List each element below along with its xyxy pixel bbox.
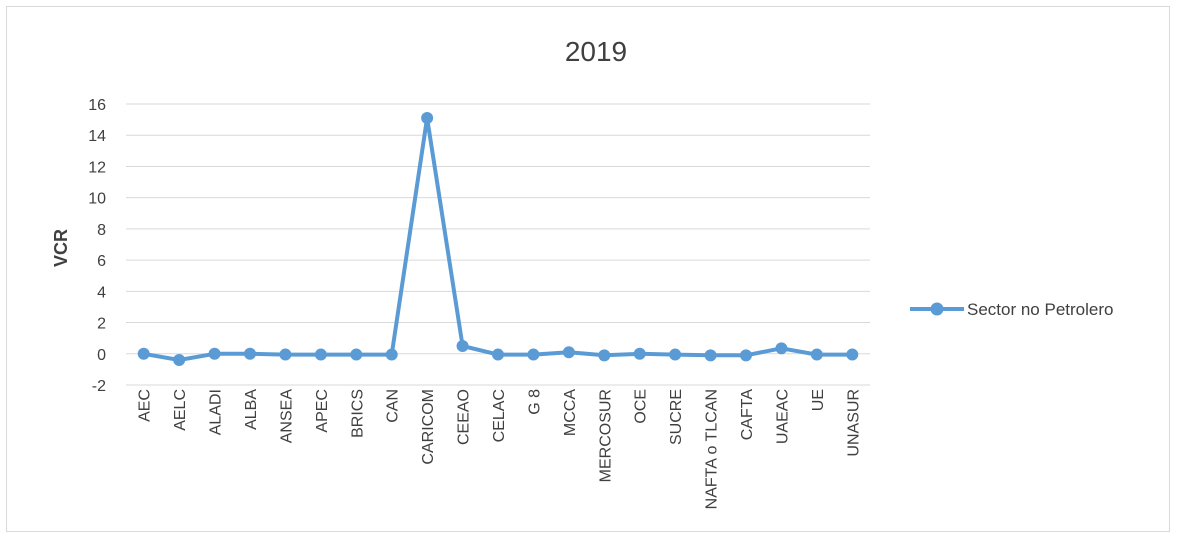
x-tick-label: UNASUR <box>845 389 862 457</box>
x-tick-label: BRICS <box>349 389 366 438</box>
series-line <box>143 116 853 362</box>
data-point <box>173 354 186 367</box>
y-tick-label: 6 <box>97 253 106 270</box>
chart-frame <box>6 6 1170 532</box>
data-point <box>669 348 682 361</box>
x-tick-label: CEEAO <box>456 389 473 445</box>
x-tick-label: CARICOM <box>420 389 437 465</box>
data-point <box>456 339 469 352</box>
y-tick-labels: -2 0 2 4 6 8 10 12 14 16 <box>88 97 106 395</box>
x-tick-label: ALADI <box>208 389 225 435</box>
gridlines <box>126 103 870 386</box>
y-tick-label: 8 <box>97 222 106 239</box>
x-tick-label: AEC <box>137 389 154 422</box>
x-tick-label: CAN <box>385 389 402 423</box>
data-point <box>846 348 859 361</box>
x-tick-label: ALBA <box>243 389 260 430</box>
data-point <box>740 349 752 362</box>
y-axis-label: VCR <box>51 229 71 267</box>
x-tick-label: CELAC <box>491 389 508 442</box>
x-tick-label: CAFTA <box>739 389 756 441</box>
data-point <box>350 348 363 361</box>
x-tick-label: NAFTA o TLCAN <box>704 389 721 509</box>
data-point <box>527 348 540 361</box>
y-tick-label: 16 <box>88 97 106 114</box>
y-tick-label: -2 <box>92 378 106 395</box>
data-point <box>137 347 150 360</box>
data-point <box>385 348 398 361</box>
x-tick-labels: AEC AELC ALADI ALBA ANSEA APEC BRICS CAN CARICOM… <box>137 389 863 510</box>
data-point <box>775 342 788 355</box>
series-group <box>137 112 859 367</box>
y-tick-label: 4 <box>97 284 106 301</box>
data-point <box>421 112 434 125</box>
x-tick-label: ANSEA <box>278 389 295 444</box>
data-point <box>208 347 221 360</box>
chart-title: 2019 <box>565 36 627 67</box>
data-point <box>562 346 575 359</box>
legend: Sector no Petrolero <box>910 300 1113 319</box>
y-tick-label: 0 <box>97 347 106 364</box>
data-point <box>633 347 646 360</box>
data-point <box>810 348 823 361</box>
x-tick-label: UAEAC <box>774 389 791 444</box>
x-tick-label: UE <box>810 389 827 411</box>
x-tick-label: APEC <box>314 389 331 433</box>
data-point <box>704 349 717 362</box>
data-point <box>314 348 327 361</box>
data-point <box>279 348 292 361</box>
x-tick-label: OCE <box>633 389 650 424</box>
y-tick-label: 10 <box>88 191 106 208</box>
data-point <box>598 349 611 362</box>
legend-label: Sector no Petrolero <box>967 300 1113 319</box>
x-tick-label: MERCOSUR <box>597 389 614 482</box>
x-tick-label: SUCRE <box>668 389 685 445</box>
x-tick-label: G 8 <box>526 389 543 415</box>
legend-point-marker <box>930 302 944 316</box>
data-point <box>244 347 256 360</box>
y-tick-label: 14 <box>88 128 106 145</box>
y-tick-label: 2 <box>97 316 106 333</box>
x-tick-label: MCCA <box>562 389 579 436</box>
x-tick-label: AELC <box>172 389 189 431</box>
y-tick-label: 12 <box>88 159 106 176</box>
data-point <box>492 348 504 361</box>
